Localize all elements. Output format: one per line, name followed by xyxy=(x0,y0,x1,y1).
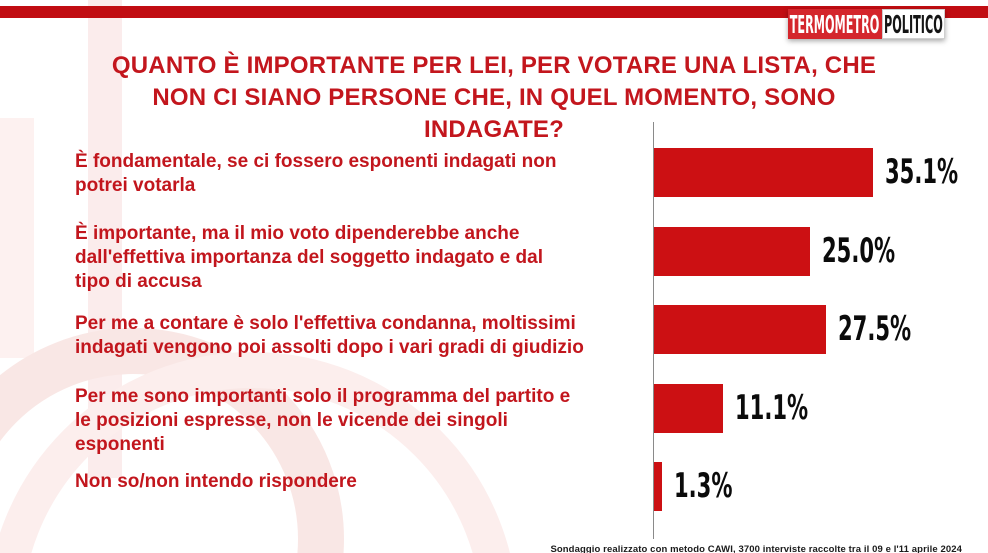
bar xyxy=(654,305,826,354)
logo-politico-text: POLITICO xyxy=(884,9,943,39)
bar xyxy=(654,383,724,433)
logo-politico: POLITICO xyxy=(882,9,945,39)
brand-logo: TERMOMETRO POLITICO xyxy=(788,9,945,39)
bar-row: Non so/non intendo rispondere 1.3% xyxy=(0,462,988,541)
watermark-block xyxy=(0,118,34,358)
value-label: 35.1% xyxy=(885,152,959,192)
logo-termometro: TERMOMETRO xyxy=(788,9,882,39)
category-label: È importante, ma il mio voto dipenderebb… xyxy=(75,222,543,293)
bar xyxy=(654,148,874,197)
logo-termometro-text: TERMOMETRO xyxy=(790,9,880,39)
bar-row: Per me sono importanti solo il programma… xyxy=(0,383,988,463)
bar-row: È fondamentale, se ci fossero esponenti … xyxy=(0,148,988,227)
top-accent-bar xyxy=(0,6,988,18)
category-label: Per me a contare è solo l'effettiva cond… xyxy=(75,313,584,359)
value-label: 27.5% xyxy=(837,309,911,349)
value-label: 11.1% xyxy=(735,387,809,428)
bar-row: È importante, ma il mio voto dipenderebb… xyxy=(0,223,988,306)
category-label: Per me sono importanti solo il programma… xyxy=(75,385,571,456)
value-label: 25.0% xyxy=(822,230,896,271)
bar-row: Per me a contare è solo l'effettiva cond… xyxy=(0,305,988,384)
footnote: Sondaggio realizzato con metodo CAWI, 37… xyxy=(550,544,962,553)
axis-line xyxy=(653,122,654,539)
bar xyxy=(654,226,810,276)
bar xyxy=(654,462,663,511)
page-title: QUANTO È IMPORTANTE PER LEI, PER VOTARE … xyxy=(111,52,877,143)
category-label: Non so/non intendo rispondere xyxy=(75,471,357,492)
category-label: È fondamentale, se ci fossero esponenti … xyxy=(75,151,557,197)
value-label: 1.3% xyxy=(674,466,733,506)
